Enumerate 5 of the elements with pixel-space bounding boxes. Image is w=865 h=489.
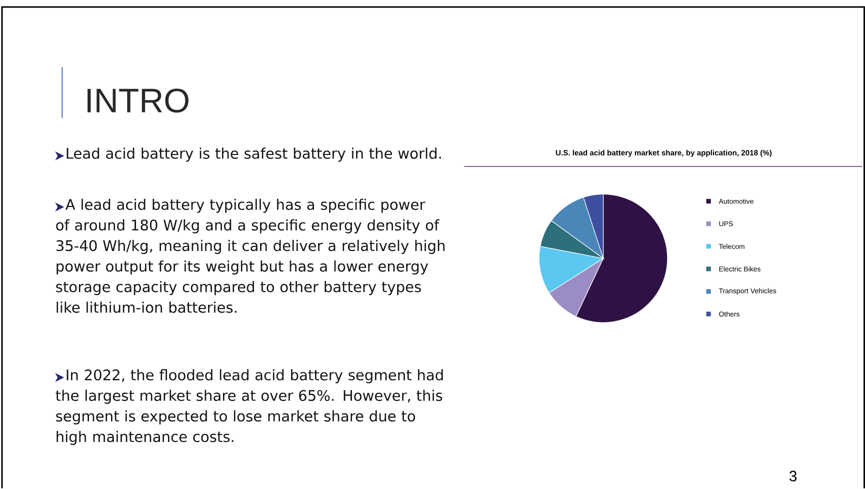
text: 3 <box>789 470 797 482</box>
text: Lead acid battery is the safest battery in the world. <box>66 148 441 162</box>
text: INTRO <box>88 88 188 113</box>
text: A lead acid battery typically has a specific power of around 180 W/kg and a specific energy density of 35-40 Wh/kg, meaning it can deliver a relatively high power output for its weight but has a lower energy storage capacity compared to other battery types like lithium-ion batteries. <box>56 198 445 313</box>
text: In 2022, the flooded lead acid battery segment had the largest market share at over 65%. However, this segment is expected to lose market share due to high maintenance costs. <box>56 369 443 445</box>
